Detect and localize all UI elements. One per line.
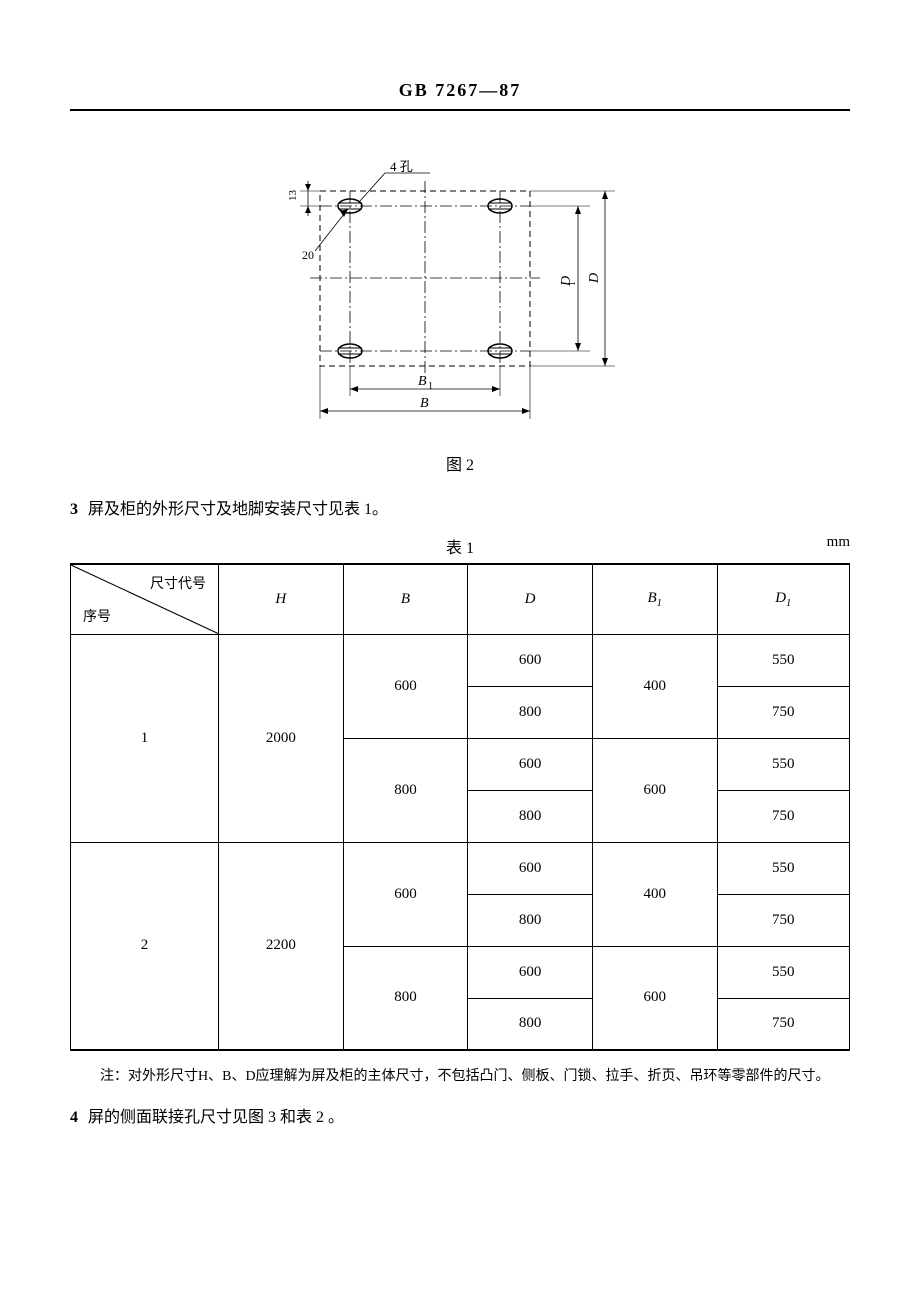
figure-2-caption: 图 2: [70, 451, 850, 475]
th-diag: 尺寸代号 序号: [71, 564, 219, 634]
figure-2: 4 孔 13 20 B 1 B D 1: [70, 151, 850, 436]
td-B: 600: [343, 634, 468, 738]
td-D: 600: [468, 738, 593, 790]
td-H: 2200: [219, 842, 344, 1050]
table-header-row: 尺寸代号 序号 H B D B1 D1: [71, 564, 850, 634]
svg-text:20: 20: [302, 248, 314, 262]
table-1-title-row: 表 1 mm: [70, 534, 850, 558]
section-3-text: 屏及柜的外形尺寸及地脚安装尺寸见表 1。: [88, 501, 388, 518]
table-1: 尺寸代号 序号 H B D B1 D1 1 2000 600 600 400 5…: [70, 563, 850, 1051]
th-H: H: [219, 564, 344, 634]
td-seq: 2: [71, 842, 219, 1050]
td-D1: 750: [717, 790, 850, 842]
svg-text:13: 13: [287, 190, 299, 202]
section-3: 3 屏及柜的外形尺寸及地脚安装尺寸见表 1。: [70, 495, 850, 519]
td-D: 800: [468, 894, 593, 946]
td-D1: 750: [717, 894, 850, 946]
diag-bottom-label: 序号: [83, 606, 111, 626]
svg-text:1: 1: [428, 381, 433, 392]
label-4holes: 4 孔: [390, 159, 413, 174]
svg-text:B: B: [418, 374, 427, 389]
td-D1: 750: [717, 686, 850, 738]
figure-2-svg: 4 孔 13 20 B 1 B D 1: [260, 151, 660, 431]
td-D: 800: [468, 686, 593, 738]
th-B: B: [343, 564, 468, 634]
td-D1: 550: [717, 738, 850, 790]
table-body: 1 2000 600 600 400 550 800 750 800 600 6…: [71, 634, 850, 1050]
td-B: 800: [343, 738, 468, 842]
td-H: 2000: [219, 634, 344, 842]
th-B1: B1: [592, 564, 717, 634]
td-B1: 400: [592, 634, 717, 738]
standard-code: GB 7267—87: [70, 80, 850, 109]
td-B: 600: [343, 842, 468, 946]
table-row: 1 2000 600 600 400 550: [71, 634, 850, 686]
td-D1: 750: [717, 998, 850, 1050]
svg-text:1: 1: [567, 281, 578, 286]
diag-top-label: 尺寸代号: [150, 573, 206, 593]
svg-text:D: D: [587, 273, 602, 284]
td-D: 800: [468, 790, 593, 842]
td-D: 600: [468, 842, 593, 894]
table-1-title: 表 1: [446, 534, 474, 558]
svg-text:B: B: [420, 396, 429, 411]
td-D: 600: [468, 946, 593, 998]
section-4-num: 4: [70, 1109, 78, 1126]
section-4: 4 屏的侧面联接孔尺寸见图 3 和表 2 。: [70, 1103, 850, 1127]
table-1-note: 注：对外形尺寸H、B、D应理解为屏及柜的主体尺寸，不包括凸门、侧板、门锁、拉手、…: [100, 1066, 850, 1088]
table-1-unit: mm: [827, 534, 850, 551]
td-D: 600: [468, 634, 593, 686]
td-B1: 600: [592, 738, 717, 842]
td-D1: 550: [717, 946, 850, 998]
section-3-num: 3: [70, 501, 78, 518]
td-B: 800: [343, 946, 468, 1050]
td-D: 800: [468, 998, 593, 1050]
td-D1: 550: [717, 634, 850, 686]
td-B1: 400: [592, 842, 717, 946]
header-rule: [70, 109, 850, 111]
th-D1: D1: [717, 564, 850, 634]
td-D1: 550: [717, 842, 850, 894]
table-row: 2 2200 600 600 400 550: [71, 842, 850, 894]
section-4-text: 屏的侧面联接孔尺寸见图 3 和表 2 。: [88, 1109, 344, 1126]
td-B1: 600: [592, 946, 717, 1050]
td-seq: 1: [71, 634, 219, 842]
th-D: D: [468, 564, 593, 634]
